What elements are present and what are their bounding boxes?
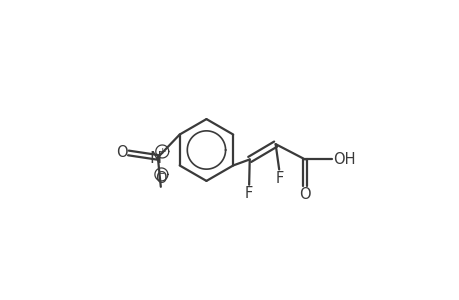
Text: −: −	[157, 169, 165, 179]
Text: F: F	[245, 186, 253, 201]
Text: F: F	[275, 171, 283, 186]
Text: OH: OH	[332, 152, 355, 167]
Text: O: O	[299, 188, 310, 202]
Text: O: O	[155, 171, 167, 186]
Text: +: +	[158, 147, 166, 156]
Text: N: N	[149, 151, 161, 166]
Text: O: O	[116, 146, 127, 160]
